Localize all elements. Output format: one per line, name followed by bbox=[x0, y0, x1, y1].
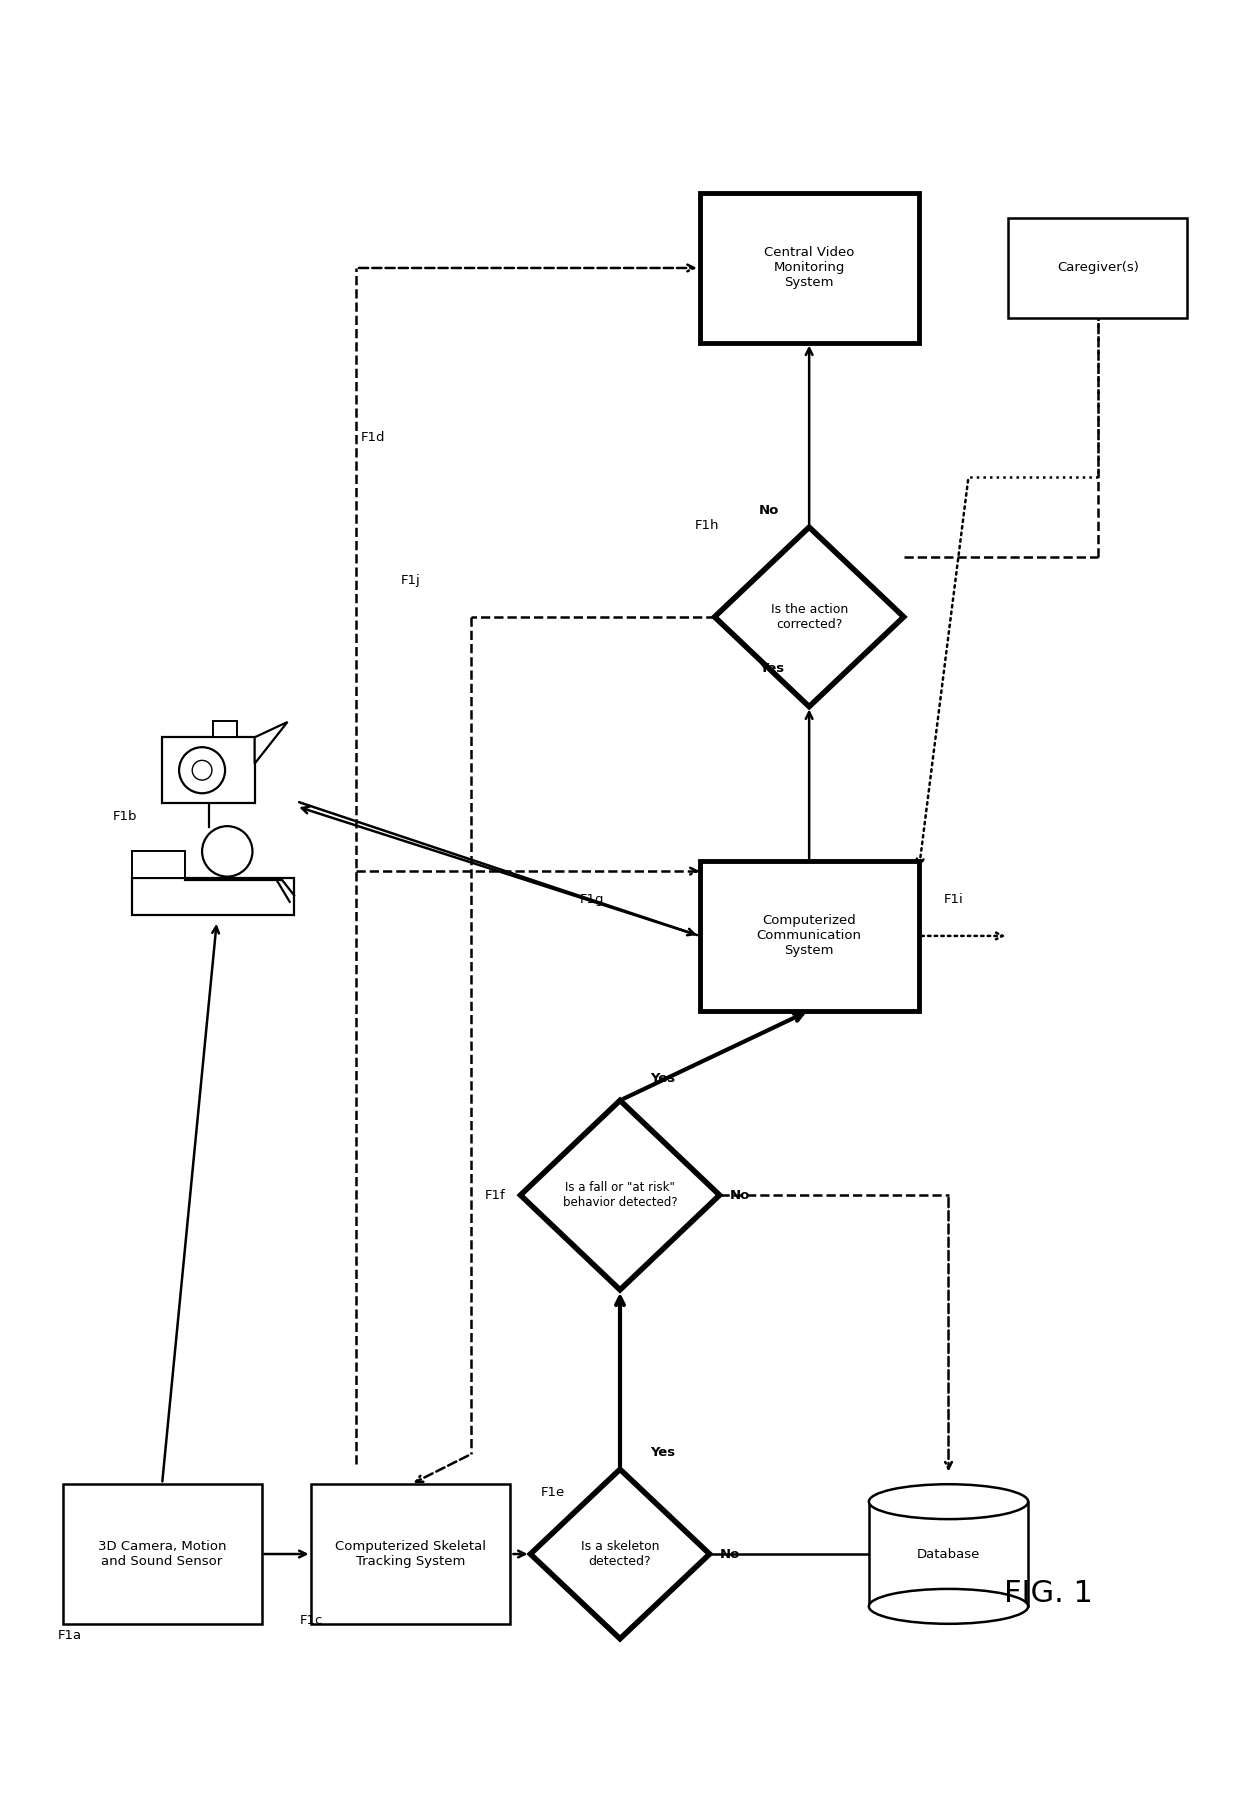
Text: Computerized Skeletal
Tracking System: Computerized Skeletal Tracking System bbox=[336, 1540, 486, 1567]
Text: No: No bbox=[729, 1189, 750, 1202]
Text: F1j: F1j bbox=[401, 574, 420, 587]
Polygon shape bbox=[161, 737, 254, 803]
Text: Is a skeleton
detected?: Is a skeleton detected? bbox=[580, 1540, 660, 1567]
Polygon shape bbox=[714, 527, 904, 706]
Text: F1b: F1b bbox=[113, 810, 136, 823]
Text: Caregiver(s): Caregiver(s) bbox=[1056, 262, 1138, 274]
Text: F1g: F1g bbox=[580, 893, 605, 906]
Text: F1a: F1a bbox=[57, 1629, 82, 1642]
Ellipse shape bbox=[869, 1589, 1028, 1624]
Text: Computerized
Communication
System: Computerized Communication System bbox=[756, 915, 862, 957]
Text: Yes: Yes bbox=[650, 1446, 675, 1460]
Polygon shape bbox=[531, 1469, 709, 1638]
Text: Is the action
corrected?: Is the action corrected? bbox=[770, 603, 848, 630]
Text: No: No bbox=[719, 1547, 740, 1560]
Polygon shape bbox=[131, 877, 294, 915]
Text: Central Video
Monitoring
System: Central Video Monitoring System bbox=[764, 247, 854, 289]
Polygon shape bbox=[254, 723, 288, 765]
Text: F1c: F1c bbox=[300, 1614, 324, 1627]
FancyBboxPatch shape bbox=[699, 192, 919, 343]
Circle shape bbox=[179, 746, 226, 794]
Circle shape bbox=[192, 761, 212, 781]
Text: 3D Camera, Motion
and Sound Sensor: 3D Camera, Motion and Sound Sensor bbox=[98, 1540, 227, 1567]
Text: F1d: F1d bbox=[361, 430, 386, 443]
FancyBboxPatch shape bbox=[213, 721, 237, 737]
FancyBboxPatch shape bbox=[311, 1484, 511, 1624]
Ellipse shape bbox=[869, 1484, 1028, 1520]
Polygon shape bbox=[521, 1100, 719, 1289]
Text: F1h: F1h bbox=[694, 519, 719, 532]
Text: Database: Database bbox=[916, 1547, 980, 1560]
FancyBboxPatch shape bbox=[131, 852, 185, 877]
Text: F1i: F1i bbox=[944, 893, 963, 906]
Text: Is a fall or "at risk"
behavior detected?: Is a fall or "at risk" behavior detected… bbox=[563, 1180, 677, 1209]
Text: F1f: F1f bbox=[485, 1189, 506, 1202]
FancyBboxPatch shape bbox=[869, 1502, 1028, 1607]
Text: No: No bbox=[759, 505, 779, 518]
Text: FIG. 1: FIG. 1 bbox=[1003, 1580, 1092, 1609]
Circle shape bbox=[202, 826, 253, 877]
FancyBboxPatch shape bbox=[62, 1484, 262, 1624]
Text: Yes: Yes bbox=[759, 661, 784, 676]
Text: F1e: F1e bbox=[541, 1485, 564, 1500]
FancyBboxPatch shape bbox=[699, 861, 919, 1012]
FancyBboxPatch shape bbox=[1008, 218, 1188, 318]
Text: Yes: Yes bbox=[650, 1073, 675, 1086]
